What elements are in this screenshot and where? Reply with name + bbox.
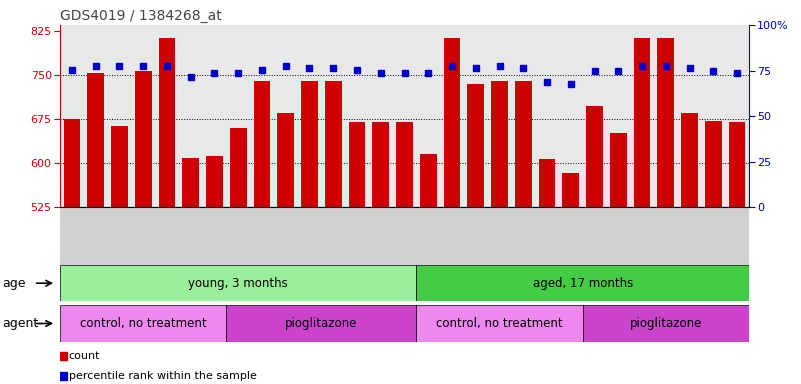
Bar: [348, 122, 365, 207]
Bar: [87, 73, 104, 207]
Bar: [444, 38, 461, 207]
Bar: [301, 81, 318, 207]
Bar: [586, 106, 603, 207]
Bar: [277, 113, 294, 207]
Bar: [610, 132, 626, 207]
Bar: [681, 113, 698, 207]
Bar: [539, 159, 555, 207]
Bar: [491, 81, 508, 207]
Text: GDS4019 / 1384268_at: GDS4019 / 1384268_at: [60, 8, 222, 23]
Bar: [254, 81, 270, 207]
Text: control, no treatment: control, no treatment: [80, 317, 207, 330]
Text: age: age: [2, 277, 26, 290]
Bar: [658, 38, 674, 207]
Bar: [63, 119, 80, 207]
Text: agent: agent: [2, 317, 38, 330]
Bar: [515, 81, 532, 207]
Text: pioglitazone: pioglitazone: [630, 317, 702, 330]
Bar: [230, 128, 247, 207]
Bar: [206, 156, 223, 207]
Bar: [227, 305, 417, 342]
Text: aged, 17 months: aged, 17 months: [533, 277, 633, 290]
Bar: [111, 126, 128, 207]
Bar: [729, 122, 746, 207]
Bar: [468, 84, 484, 207]
Bar: [582, 305, 749, 342]
Text: control, no treatment: control, no treatment: [437, 317, 563, 330]
Bar: [183, 158, 199, 207]
Bar: [396, 122, 413, 207]
Bar: [417, 305, 582, 342]
Bar: [705, 121, 722, 207]
Bar: [60, 305, 227, 342]
Bar: [60, 265, 417, 301]
Bar: [372, 122, 389, 207]
Text: count: count: [69, 351, 100, 361]
Text: percentile rank within the sample: percentile rank within the sample: [69, 371, 256, 381]
Bar: [417, 265, 749, 301]
Bar: [562, 173, 579, 207]
Bar: [325, 81, 341, 207]
Bar: [135, 71, 151, 207]
Text: young, 3 months: young, 3 months: [188, 277, 288, 290]
Bar: [634, 38, 650, 207]
Bar: [159, 38, 175, 207]
Bar: [420, 154, 437, 207]
Text: pioglitazone: pioglitazone: [285, 317, 357, 330]
